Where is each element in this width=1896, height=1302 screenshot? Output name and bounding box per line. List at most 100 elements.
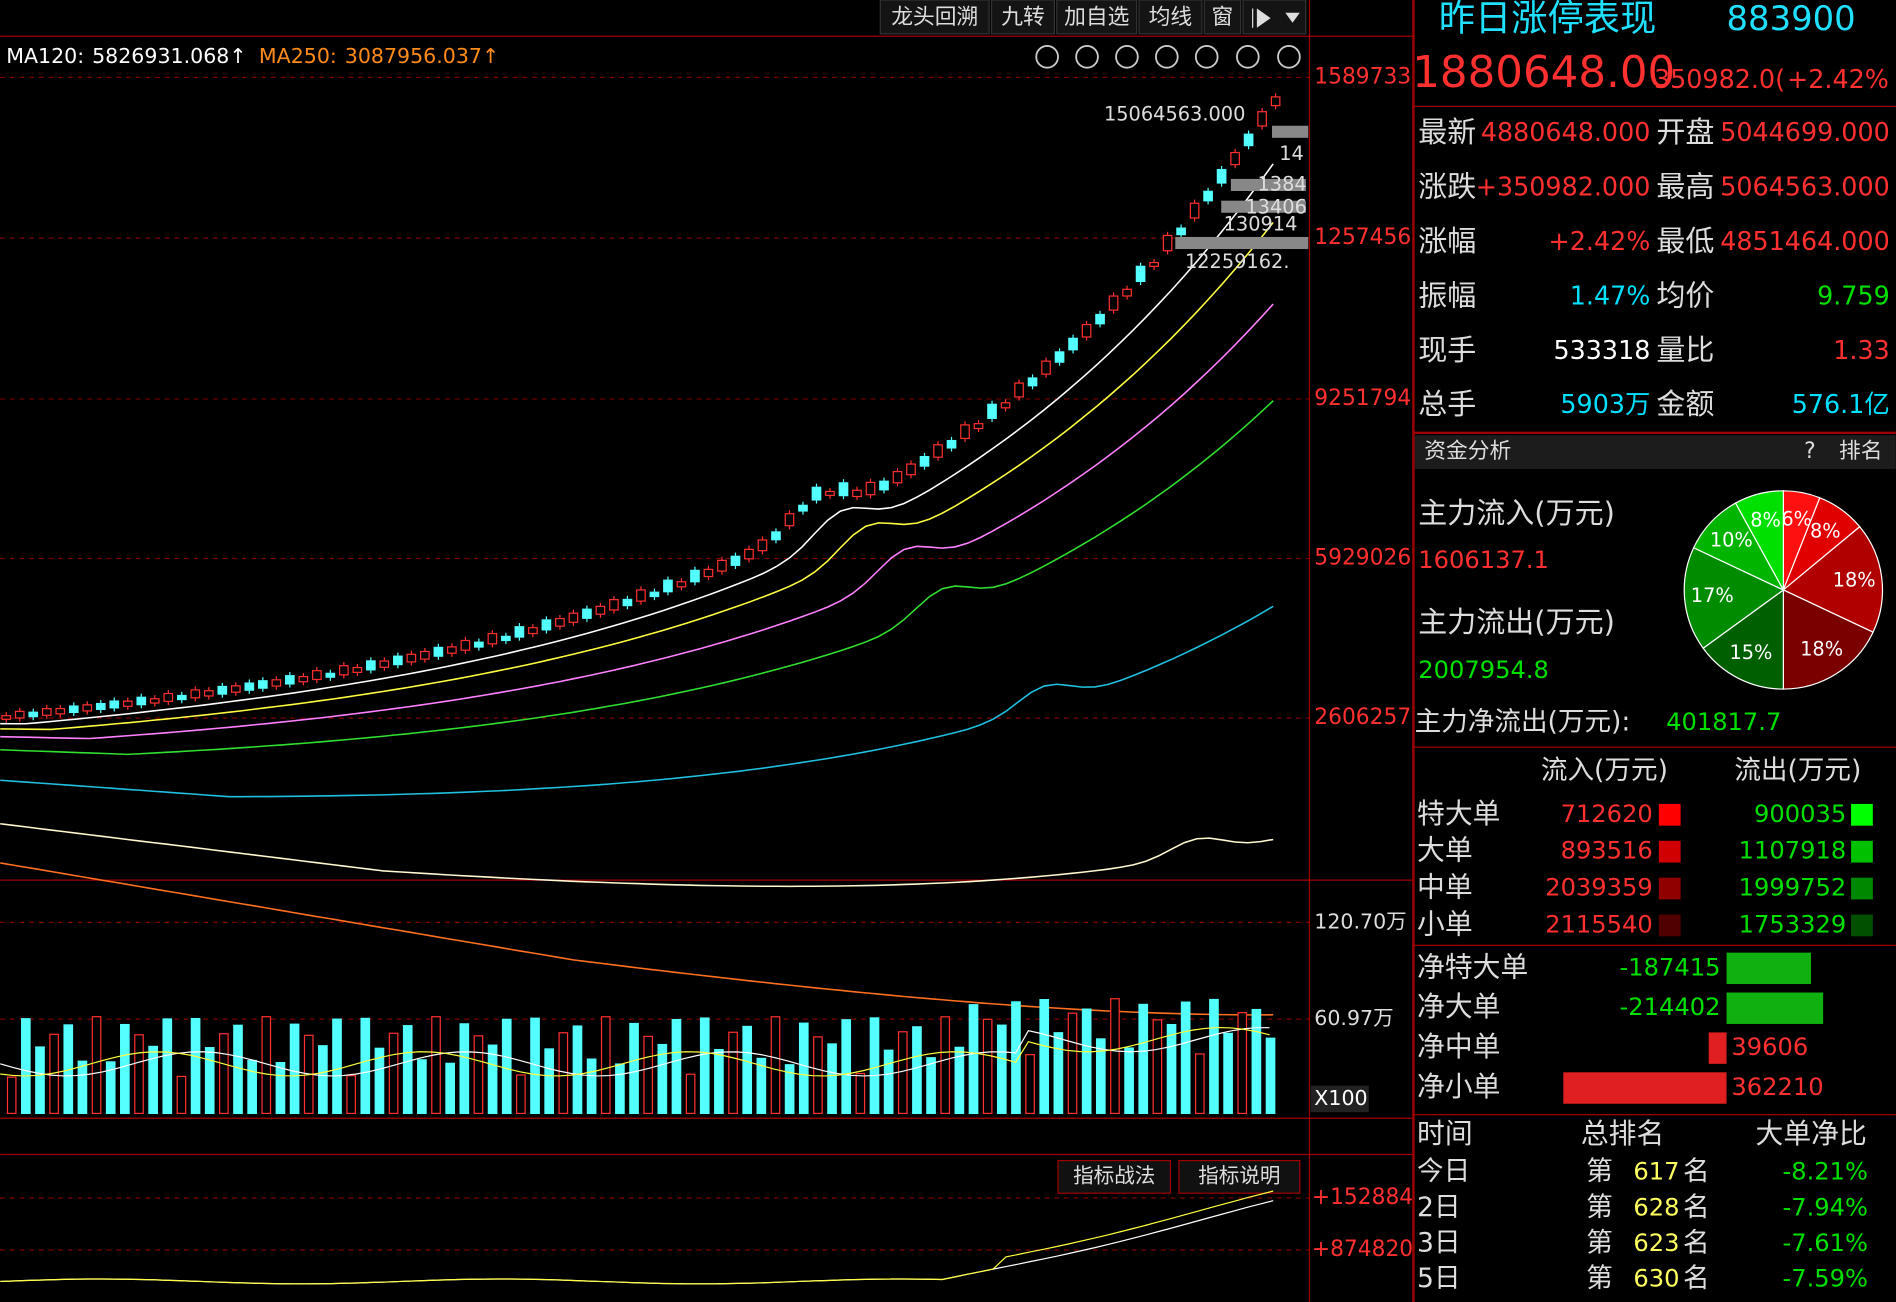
candle-body	[420, 650, 430, 660]
toolbar-button-bg[interactable]	[1056, 0, 1138, 35]
ma250-value: 3087956.037↑	[345, 44, 499, 68]
volume-bar	[1110, 998, 1120, 1115]
toolbar-button[interactable]: 九转	[1001, 5, 1045, 30]
moving-average	[0, 605, 1274, 798]
volume-bar	[671, 1018, 682, 1115]
volume-bar	[1138, 1003, 1149, 1115]
volume-bar	[219, 1033, 229, 1115]
moving-average	[0, 221, 1274, 731]
candle-body	[1149, 261, 1159, 267]
candle-body	[757, 539, 768, 552]
volume-bar	[473, 1035, 484, 1115]
flow-swatch	[1851, 840, 1873, 863]
indicator-axis-label: +874820	[1312, 1237, 1413, 1262]
volume-bar	[996, 1024, 1007, 1115]
help-button[interactable]: ?	[1804, 439, 1816, 464]
quote-label: 最新	[1418, 115, 1476, 149]
indicator-button[interactable]: 指标说明	[1198, 1163, 1280, 1187]
candle-body	[960, 424, 970, 439]
candle-body	[244, 682, 255, 691]
rank-value: 630	[1633, 1265, 1679, 1293]
toolbar-button-bg[interactable]	[879, 0, 990, 35]
indicator-axis-label: +152884	[1312, 1185, 1413, 1210]
tool-icon[interactable]	[1155, 45, 1179, 69]
panel-title: 昨日涨停表现	[1439, 0, 1657, 40]
quote-value: 4851464.000	[1720, 226, 1890, 256]
panel-code: 883900	[1727, 0, 1856, 38]
quote-value: 533318	[1554, 335, 1651, 365]
candle-body	[312, 670, 322, 681]
candle-body	[730, 555, 741, 566]
flow-in: 2115540	[1545, 910, 1653, 938]
quote-value: 5903万	[1560, 389, 1650, 419]
flow-swatch	[1851, 877, 1873, 900]
volume-bar	[332, 1018, 342, 1115]
candle-body	[1122, 288, 1132, 297]
quote-value: 1.33	[1833, 335, 1890, 365]
quote-value: 5044699.000	[1720, 117, 1890, 147]
candle-body	[784, 513, 795, 527]
volume-bar	[897, 1031, 908, 1115]
volume-bar	[275, 1062, 286, 1115]
quote-label: 振幅	[1418, 278, 1476, 312]
volume-bar	[855, 1072, 866, 1115]
indicator-button-bg[interactable]	[1178, 1159, 1301, 1194]
pie-label: 6%	[1781, 507, 1812, 530]
volume-bar	[940, 1016, 951, 1115]
rank-value: 623	[1633, 1229, 1679, 1257]
net-value: 362210	[1731, 1073, 1823, 1101]
indicator-button[interactable]: 指标战法	[1073, 1163, 1155, 1187]
pie-label: 8%	[1750, 508, 1781, 531]
rank-prefix: 第	[1586, 1156, 1613, 1187]
volume-axis-label: 60.97万	[1314, 1006, 1393, 1030]
rank-prefix: 第	[1586, 1227, 1613, 1258]
volume-bar	[148, 1045, 158, 1115]
volume-bar	[883, 1049, 894, 1115]
volume-bar	[572, 1025, 583, 1115]
tool-icon[interactable]	[1194, 45, 1219, 69]
tool-icon[interactable]	[1115, 45, 1139, 69]
rank-button[interactable]: 排名	[1839, 439, 1882, 464]
toolbar-button[interactable]: 加自选	[1064, 5, 1129, 30]
quote-value: 576.1亿	[1792, 389, 1890, 419]
flow-in: 2039359	[1545, 874, 1653, 902]
toolbar-button-bg[interactable]	[990, 0, 1055, 35]
tool-icon[interactable]	[1075, 45, 1099, 69]
quote-value: 5064563.000	[1720, 172, 1890, 202]
toolbar-button-bg[interactable]	[1138, 0, 1203, 35]
rank-suffix: 名	[1683, 1227, 1710, 1258]
volume-bar	[402, 1025, 413, 1115]
toolbar-button-bg[interactable]	[1203, 0, 1242, 35]
tool-icon[interactable]	[1236, 45, 1260, 69]
quote-label: 金额	[1656, 387, 1714, 421]
toolbar-button[interactable]: 龙头回溯	[891, 5, 978, 30]
annotation-box	[1230, 178, 1306, 192]
tool-icon[interactable]	[1035, 45, 1059, 69]
candle-body	[352, 666, 363, 673]
volume-scale: X100	[1314, 1086, 1367, 1110]
candle-body	[568, 612, 579, 623]
candle-body	[933, 444, 943, 458]
volume-bar	[501, 1018, 512, 1115]
toolbar-button[interactable]: 窗	[1212, 5, 1234, 30]
moving-average	[0, 163, 1274, 725]
volume-bar	[954, 1046, 965, 1115]
volume-bar	[204, 1047, 215, 1115]
volume-bar	[1194, 1053, 1205, 1115]
volume-bar	[699, 1017, 710, 1115]
toolbar-button[interactable]: 均线	[1149, 5, 1193, 30]
net-name: 净小单	[1417, 1070, 1500, 1103]
rank-period: 2日	[1417, 1192, 1461, 1223]
volume-bar	[417, 1059, 427, 1115]
volume-bar	[586, 1058, 597, 1115]
candle-body	[744, 548, 754, 560]
rank-ratio: -7.59%	[1783, 1265, 1868, 1293]
volume-bar	[615, 1063, 625, 1115]
candle-body	[1068, 337, 1078, 351]
inflow-label: 主力流入(万元)	[1418, 496, 1615, 530]
tool-icon[interactable]	[1277, 45, 1301, 69]
indicator-button-bg[interactable]	[1057, 1159, 1172, 1194]
rank-suffix: 名	[1683, 1156, 1710, 1187]
panel-change: 350982.0(	[1654, 64, 1785, 94]
candle-body	[393, 655, 403, 666]
